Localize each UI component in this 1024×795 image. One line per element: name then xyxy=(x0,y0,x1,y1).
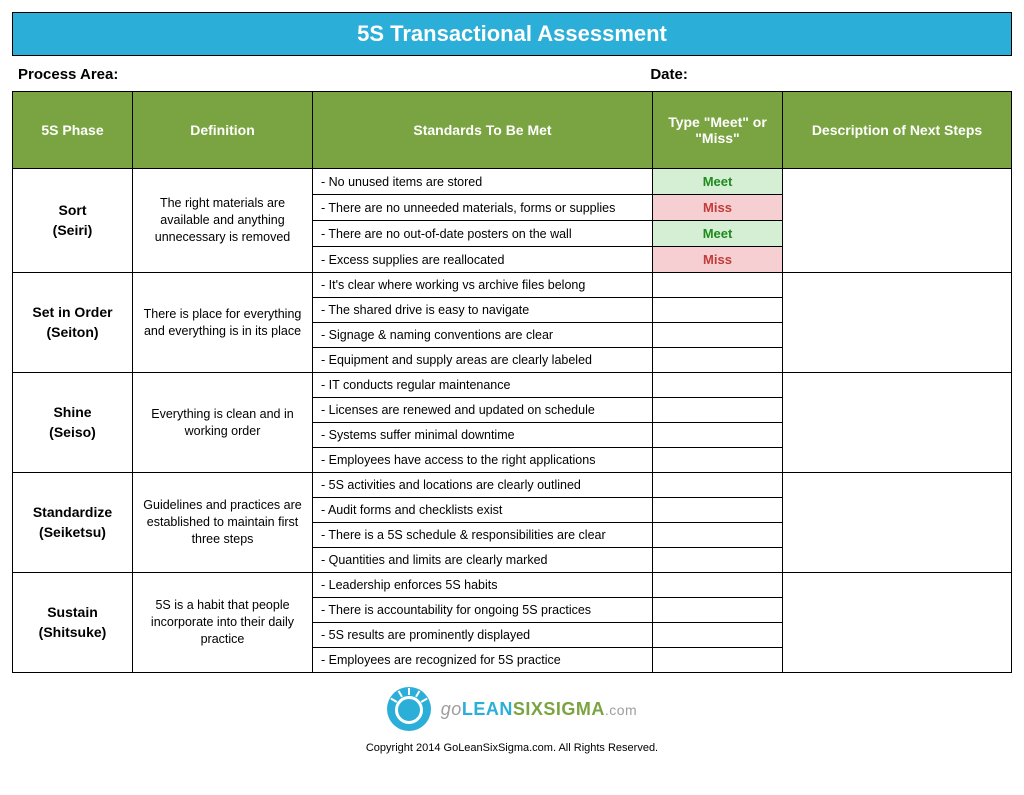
definition-cell: There is place for everything and everyt… xyxy=(133,273,313,373)
standard-cell: - Audit forms and checklists exist xyxy=(313,498,653,523)
meet-miss-cell[interactable] xyxy=(653,423,783,448)
standard-cell: - There are no out-of-date posters on th… xyxy=(313,221,653,247)
definition-cell: 5S is a habit that people incorporate in… xyxy=(133,573,313,673)
phase-name: Standardize xyxy=(33,504,112,520)
assessment-table: 5S Phase Definition Standards To Be Met … xyxy=(12,91,1012,673)
col-standards: Standards To Be Met xyxy=(313,92,653,169)
standard-cell: - Licenses are renewed and updated on sc… xyxy=(313,398,653,423)
page-title: 5S Transactional Assessment xyxy=(357,21,667,46)
phase-cell: Shine (Seiso) xyxy=(13,373,133,473)
meet-miss-cell[interactable] xyxy=(653,548,783,573)
standard-cell: - Quantities and limits are clearly mark… xyxy=(313,548,653,573)
meet-miss-cell[interactable] xyxy=(653,523,783,548)
phase-name: Sustain xyxy=(47,604,98,620)
meet-miss-cell[interactable] xyxy=(653,623,783,648)
definition-cell: Guidelines and practices are established… xyxy=(133,473,313,573)
meet-miss-cell[interactable] xyxy=(653,398,783,423)
table-row: Set in Order(Seiton)There is place for e… xyxy=(13,273,1012,298)
standard-cell: - The shared drive is easy to navigate xyxy=(313,298,653,323)
col-phase: 5S Phase xyxy=(13,92,133,169)
date-label: Date: xyxy=(650,66,1006,83)
meet-miss-cell[interactable] xyxy=(653,323,783,348)
meet-miss-cell[interactable] xyxy=(653,573,783,598)
table-row: Sort(Seiri)The right materials are avail… xyxy=(13,169,1012,195)
meet-miss-cell[interactable] xyxy=(653,648,783,673)
logo-lean: LEAN xyxy=(462,699,513,719)
footer: goLEANSIXSIGMA.com Copyright 2014 GoLean… xyxy=(12,687,1012,754)
meet-miss-cell[interactable] xyxy=(653,598,783,623)
logo-dom: .com xyxy=(605,702,637,718)
standard-cell: - 5S activities and locations are clearl… xyxy=(313,473,653,498)
logo-six: SIXSIGMA xyxy=(513,699,605,719)
standard-cell: - There is accountability for ongoing 5S… xyxy=(313,598,653,623)
standard-cell: - No unused items are stored xyxy=(313,169,653,195)
next-steps-cell[interactable] xyxy=(783,373,1012,473)
meet-miss-cell[interactable] xyxy=(653,273,783,298)
meta-row: Process Area: Date: xyxy=(12,56,1012,91)
logo-text: goLEANSIXSIGMA.com xyxy=(441,699,637,720)
meet-miss-cell[interactable]: Meet xyxy=(653,221,783,247)
col-definition: Definition xyxy=(133,92,313,169)
meet-miss-cell[interactable]: Miss xyxy=(653,195,783,221)
phase-name: Sort xyxy=(59,202,87,218)
standard-cell: - Leadership enforces 5S habits xyxy=(313,573,653,598)
phase-cell: Set in Order (Seiton) xyxy=(13,273,133,373)
phase-subname: (Seiri) xyxy=(53,222,93,238)
logo-go: go xyxy=(441,699,462,719)
standard-cell: - IT conducts regular maintenance xyxy=(313,373,653,398)
phase-cell: Standardize (Seiketsu) xyxy=(13,473,133,573)
standard-cell: - Equipment and supply areas are clearly… xyxy=(313,348,653,373)
standard-cell: - 5S results are prominently displayed xyxy=(313,623,653,648)
logo: goLEANSIXSIGMA.com xyxy=(387,687,637,731)
meet-miss-cell[interactable] xyxy=(653,498,783,523)
meet-miss-cell[interactable] xyxy=(653,298,783,323)
phase-subname: (Shitsuke) xyxy=(39,624,107,640)
standard-cell: - There are no unneeded materials, forms… xyxy=(313,195,653,221)
col-meet-miss: Type "Meet" or "Miss" xyxy=(653,92,783,169)
next-steps-cell[interactable] xyxy=(783,573,1012,673)
col-next-steps: Description of Next Steps xyxy=(783,92,1012,169)
table-row: Shine(Seiso)Everything is clean and in w… xyxy=(13,373,1012,398)
meet-miss-cell[interactable] xyxy=(653,348,783,373)
meet-miss-cell[interactable]: Meet xyxy=(653,169,783,195)
definition-cell: The right materials are available and an… xyxy=(133,169,313,273)
lightbulb-icon xyxy=(387,687,431,731)
definition-cell: Everything is clean and in working order xyxy=(133,373,313,473)
standard-cell: - Systems suffer minimal downtime xyxy=(313,423,653,448)
copyright-text: Copyright 2014 GoLeanSixSigma.com. All R… xyxy=(12,742,1012,754)
table-row: Standardize(Seiketsu)Guidelines and prac… xyxy=(13,473,1012,498)
phase-name: Set in Order xyxy=(32,304,112,320)
standard-cell: - There is a 5S schedule & responsibilit… xyxy=(313,523,653,548)
next-steps-cell[interactable] xyxy=(783,473,1012,573)
table-header-row: 5S Phase Definition Standards To Be Met … xyxy=(13,92,1012,169)
phase-subname: (Seiso) xyxy=(49,424,96,440)
title-bar: 5S Transactional Assessment xyxy=(12,12,1012,56)
next-steps-cell[interactable] xyxy=(783,169,1012,273)
standard-cell: - Signage & naming conventions are clear xyxy=(313,323,653,348)
phase-cell: Sustain (Shitsuke) xyxy=(13,573,133,673)
next-steps-cell[interactable] xyxy=(783,273,1012,373)
meet-miss-cell[interactable] xyxy=(653,473,783,498)
phase-subname: (Seiton) xyxy=(46,324,98,340)
phase-cell: Sort (Seiri) xyxy=(13,169,133,273)
meet-miss-cell[interactable]: Miss xyxy=(653,247,783,273)
meet-miss-cell[interactable] xyxy=(653,373,783,398)
standard-cell: - It's clear where working vs archive fi… xyxy=(313,273,653,298)
meet-miss-cell[interactable] xyxy=(653,448,783,473)
process-area-label: Process Area: xyxy=(18,66,650,83)
phase-name: Shine xyxy=(53,404,91,420)
standard-cell: - Employees are recognized for 5S practi… xyxy=(313,648,653,673)
table-row: Sustain(Shitsuke)5S is a habit that peop… xyxy=(13,573,1012,598)
phase-subname: (Seiketsu) xyxy=(39,524,106,540)
standard-cell: - Employees have access to the right app… xyxy=(313,448,653,473)
standard-cell: - Excess supplies are reallocated xyxy=(313,247,653,273)
